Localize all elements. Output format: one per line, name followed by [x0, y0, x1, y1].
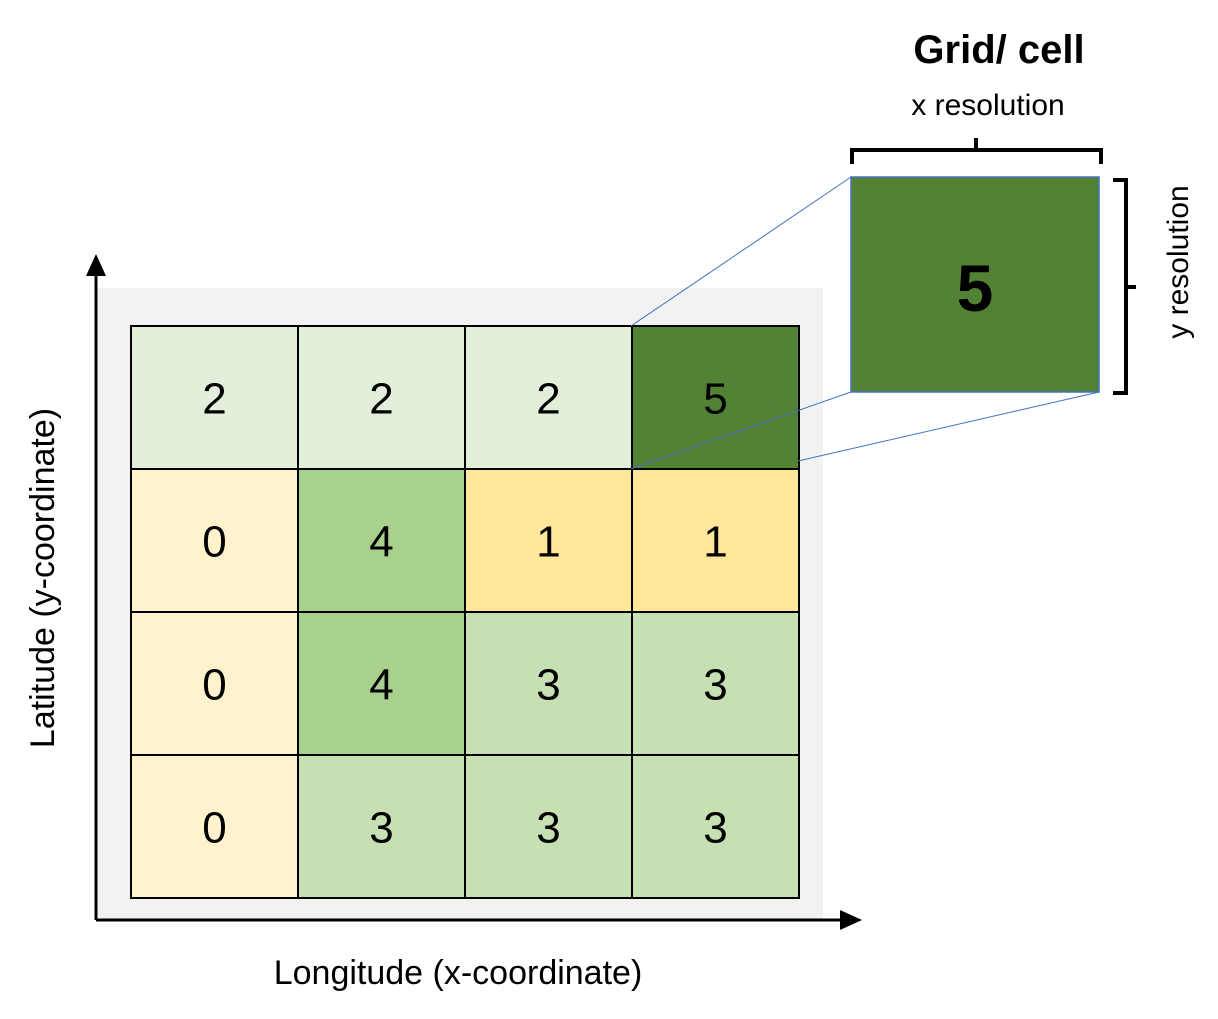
- x-resolution-bracket: [850, 138, 1103, 164]
- grid-cell-r3-c1: [297, 754, 466, 899]
- connector-line-middle: [630, 391, 852, 470]
- x-axis-label: Longitude (x-coordinate): [274, 954, 643, 992]
- grid-cell-value-r2-c2: 3: [536, 661, 560, 710]
- y-axis-label: Latitude (y-coordinate): [24, 408, 62, 748]
- grid-cell-value-r0-c3: 5: [703, 375, 727, 424]
- raster-grid: 2 2 2 5 0 4 1 1 0 4 3 3 0 3 3 3: [130, 325, 800, 899]
- grid-cell-value-r3-c3: 3: [703, 804, 727, 853]
- grid-cell-value-r0-c1: 2: [369, 375, 393, 424]
- grid-outer-border: [130, 325, 800, 899]
- grid-cell-value-r0-c2: 2: [536, 375, 560, 424]
- grid-cell-value-r2-c0: 0: [202, 661, 226, 710]
- y-axis-arrowhead: [86, 254, 106, 276]
- connector-line-top: [630, 176, 852, 327]
- grid-cell-r1-c2: [464, 468, 633, 613]
- x-axis-arrowhead: [840, 910, 862, 930]
- grid-cell-r2-c1: [297, 611, 466, 756]
- grid-cell-value-r2-c1: 4: [369, 661, 393, 710]
- diagram-title: Grid/ cell: [913, 28, 1084, 72]
- grid-cell-value-r1-c2: 1: [536, 518, 560, 567]
- grid-cell-r3-c2: [464, 754, 633, 899]
- grid-cell-r0-c0: [130, 325, 299, 470]
- zoomed-grid-cell: [850, 176, 1100, 393]
- y-resolution-bracket: [1113, 178, 1136, 395]
- grid-cell-value-r3-c2: 3: [536, 804, 560, 853]
- grid-cell-value-r1-c3: 1: [703, 518, 727, 567]
- grid-cell-value-r3-c0: 0: [202, 804, 226, 853]
- grid-cell-r1-c3: [631, 468, 800, 613]
- grid-cell-value-r2-c3: 3: [703, 661, 727, 710]
- grid-cell-r2-c3: [631, 611, 800, 756]
- grid-cell-value-r3-c1: 3: [369, 804, 393, 853]
- connector-line-bottom: [797, 391, 1100, 462]
- grid-cell-value-r1-c1: 4: [369, 518, 393, 567]
- grid-cell-r3-c0: [130, 754, 299, 899]
- grid-cell-r3-c3: [631, 754, 800, 899]
- grid-cell-value-r1-c0: 0: [202, 518, 226, 567]
- x-resolution-label: x resolution: [911, 89, 1064, 122]
- grid-cell-value-r0-c0: 2: [202, 375, 226, 424]
- zoomed-cell-value: 5: [957, 251, 994, 325]
- grid-cell-r0-c2: [464, 325, 633, 470]
- y-resolution-label: y resolution: [1162, 185, 1195, 338]
